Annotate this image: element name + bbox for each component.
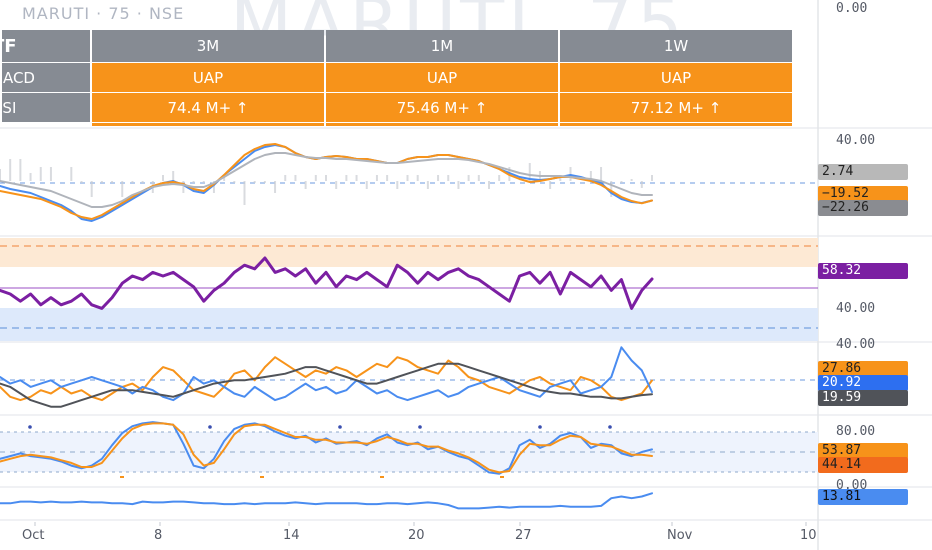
- stoch-signal-tick-1: [260, 476, 264, 478]
- column-header-1w: 1W: [560, 30, 792, 62]
- date-label-nov: Nov: [667, 528, 693, 543]
- stoch-signal-dot-2: [338, 425, 342, 429]
- date-label-10: 10: [800, 528, 817, 543]
- rsi-oversold-band: [0, 308, 818, 341]
- series-line-stochastic--d: [0, 422, 653, 474]
- value-tag-macd-signal: −22.26: [818, 200, 908, 216]
- series-line-rsi-rsi: [0, 256, 654, 310]
- series-line-dmi--di: [0, 346, 653, 402]
- rsi-overbought-band: [0, 238, 818, 267]
- value-tag-stoch-k: 53.87: [818, 443, 908, 459]
- row-label-macd: MACD: [0, 62, 90, 92]
- axis-label-top: 0.00: [836, 1, 868, 16]
- date-label-27: 27: [515, 528, 532, 543]
- date-label-8: 8: [154, 528, 163, 543]
- value-tag-bottom: 13.81: [818, 489, 908, 505]
- cell-macd-1w: UAP: [560, 62, 792, 92]
- axis-label-stoch: 80.00: [836, 424, 876, 439]
- axis-label-macd: 40.00: [836, 133, 876, 148]
- value-tag-macd-histogram: 2.74: [818, 164, 908, 180]
- stoch-signal-dot-5: [608, 425, 612, 429]
- column-header-3m: 3M: [92, 30, 324, 62]
- value-tag-rsi: 58.32: [818, 263, 908, 279]
- stoch-signal-tick-0: [120, 476, 124, 478]
- date-label-20: 20: [408, 528, 425, 543]
- value-tag-adx: 19.59: [818, 390, 908, 406]
- cell-macd-3m: UAP: [92, 62, 324, 92]
- stoch-signal-dot-4: [538, 425, 542, 429]
- stoch-signal-dot-3: [418, 425, 422, 429]
- signal-summary-table: TF 3M 1M 1W MACD UAP UAP UAP RSI 74.4 M+…: [0, 30, 794, 126]
- stoch-signal-dot-0: [28, 425, 32, 429]
- series-line-dmi--di: [0, 356, 653, 402]
- axis-label-rsi: 40.00: [836, 301, 876, 316]
- table-corner-label: TF: [0, 30, 90, 62]
- cell-rsi-3m: 74.4 M+ ↑: [92, 92, 324, 122]
- date-label-14: 14: [283, 528, 300, 543]
- value-tag-stoch-d: 44.14: [818, 457, 908, 473]
- stoch-signal-tick-2: [380, 476, 384, 478]
- series-line-macd-average: [0, 152, 653, 208]
- series-line-stochastic--k: [0, 421, 653, 475]
- stoch-signal-dot-1: [208, 425, 212, 429]
- row-label-rsi: RSI: [0, 92, 90, 122]
- value-tag-minus-di: 20.92: [818, 375, 908, 391]
- date-label-oct: Oct: [22, 528, 45, 543]
- cell-rsi-1w: 77.12 M+ ↑: [560, 92, 792, 122]
- column-header-1m: 1M: [326, 30, 558, 62]
- value-tag-plus-di: 27.86: [818, 361, 908, 377]
- cell-rsi-1m: 75.46 M+ ↑: [326, 92, 558, 122]
- axis-label-dmi: 40.00: [836, 337, 876, 352]
- series-line-dmi-adx: [0, 362, 653, 408]
- series-line-bottom-indicator-line: [0, 492, 653, 510]
- stoch-signal-tick-3: [500, 476, 504, 478]
- value-tag-macd-line: −19.52: [818, 186, 908, 202]
- cell-macd-1m: UAP: [326, 62, 558, 92]
- symbol-title: MARUTI · 75 · NSE: [22, 4, 185, 23]
